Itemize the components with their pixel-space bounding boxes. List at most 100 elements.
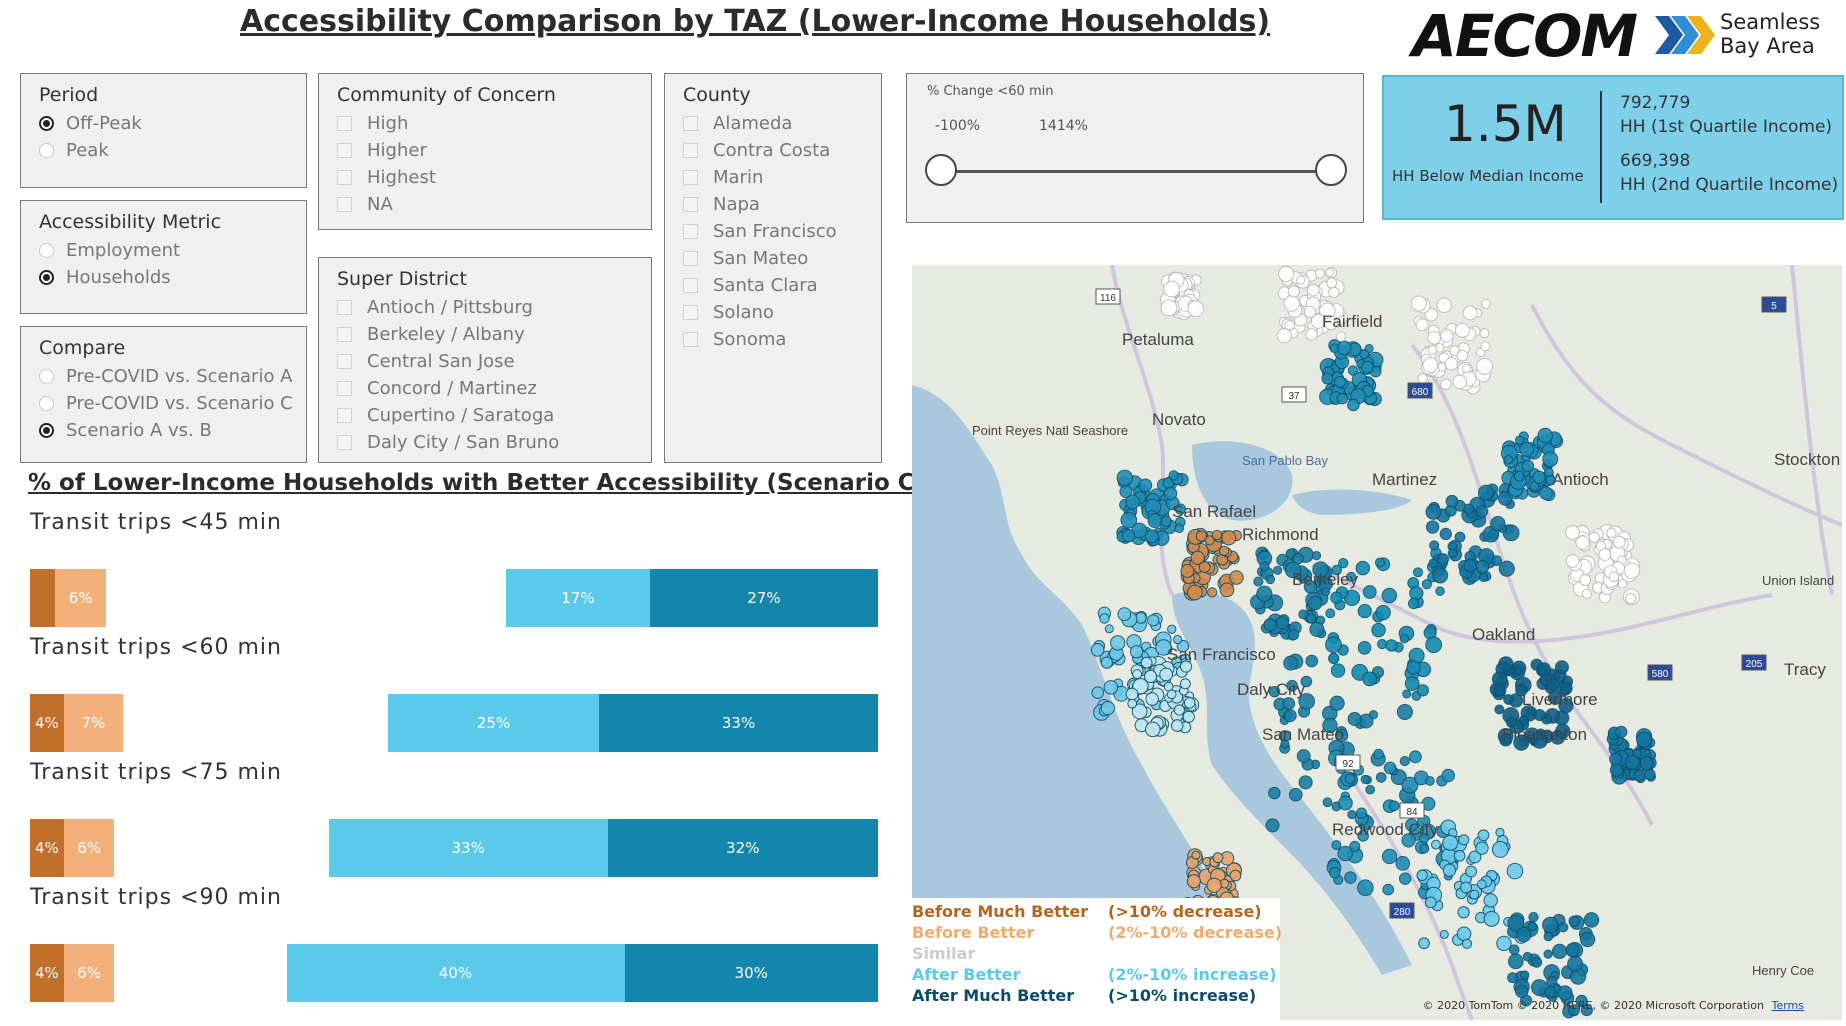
taz-point[interactable] xyxy=(1544,467,1554,478)
taz-point[interactable] xyxy=(1536,662,1552,677)
taz-point[interactable] xyxy=(1287,629,1300,641)
taz-point[interactable] xyxy=(1462,305,1478,321)
taz-point[interactable] xyxy=(1546,976,1558,988)
taz-point[interactable] xyxy=(1514,435,1525,445)
taz-point[interactable] xyxy=(1444,357,1459,371)
taz-point[interactable] xyxy=(1381,587,1398,604)
taz-point[interactable] xyxy=(1606,527,1617,539)
taz-point[interactable] xyxy=(1090,643,1105,657)
county-option-contra-costa[interactable]: Contra Costa xyxy=(665,137,881,164)
before-segment[interactable]: 6% xyxy=(63,944,115,1002)
taz-point[interactable] xyxy=(1506,717,1517,728)
taz-point[interactable] xyxy=(1469,889,1480,900)
taz-point[interactable] xyxy=(1547,690,1563,705)
taz-point[interactable] xyxy=(1173,634,1183,645)
taz-point[interactable] xyxy=(1191,850,1201,860)
taz-point[interactable] xyxy=(1421,579,1432,590)
community-option-high[interactable]: High xyxy=(319,110,651,137)
taz-point[interactable] xyxy=(1110,635,1126,651)
taz-point[interactable] xyxy=(1349,840,1361,852)
taz-point[interactable] xyxy=(1132,669,1143,680)
taz-point[interactable] xyxy=(1283,709,1297,723)
taz-point[interactable] xyxy=(1639,756,1654,771)
taz-point[interactable] xyxy=(1415,318,1429,332)
taz-point[interactable] xyxy=(1477,484,1494,501)
taz-point[interactable] xyxy=(1406,660,1421,675)
taz-point[interactable] xyxy=(1458,834,1470,846)
taz-point[interactable] xyxy=(1328,652,1340,664)
taz-point[interactable] xyxy=(1219,582,1235,598)
compare-option-precovid-a[interactable]: Pre-COVID vs. Scenario A xyxy=(21,363,306,390)
taz-point[interactable] xyxy=(1506,862,1524,880)
taz-point[interactable] xyxy=(1206,877,1222,893)
taz-point[interactable] xyxy=(1187,300,1205,318)
taz-point[interactable] xyxy=(1365,784,1375,795)
taz-point[interactable] xyxy=(1452,374,1467,390)
taz-point[interactable] xyxy=(1494,704,1505,715)
taz-point[interactable] xyxy=(1507,914,1525,932)
map-view[interactable]: Petaluma Fairfield Novato San Rafael Richmon… xyxy=(912,265,1842,1020)
taz-point[interactable] xyxy=(1330,663,1346,678)
taz-point[interactable] xyxy=(1329,866,1341,879)
taz-point[interactable] xyxy=(1439,328,1454,343)
taz-point[interactable] xyxy=(1382,883,1395,896)
taz-point[interactable] xyxy=(1375,604,1391,621)
taz-point[interactable] xyxy=(1359,349,1370,360)
taz-point[interactable] xyxy=(1306,283,1320,297)
taz-point[interactable] xyxy=(1491,555,1502,567)
taz-point[interactable] xyxy=(1163,280,1181,298)
taz-point[interactable] xyxy=(1283,655,1299,671)
taz-point[interactable] xyxy=(1284,319,1296,331)
taz-point[interactable] xyxy=(1399,755,1410,767)
taz-point[interactable] xyxy=(1554,660,1569,675)
taz-point[interactable] xyxy=(1212,852,1224,864)
before-much-segment[interactable]: 4% xyxy=(30,819,64,877)
taz-point[interactable] xyxy=(1289,787,1303,802)
taz-point[interactable] xyxy=(1422,357,1439,373)
taz-point[interactable] xyxy=(1425,503,1442,520)
taz-point[interactable] xyxy=(1543,931,1554,942)
taz-point[interactable] xyxy=(1355,807,1368,819)
taz-point[interactable] xyxy=(1334,376,1347,389)
taz-point[interactable] xyxy=(1432,567,1449,584)
after-much-segment[interactable]: 30% xyxy=(624,944,878,1002)
compare-option-a-vs-b[interactable]: Scenario A vs. B xyxy=(21,417,306,444)
after-much-segment[interactable]: 27% xyxy=(649,569,878,627)
taz-point[interactable] xyxy=(1362,585,1377,599)
taz-point[interactable] xyxy=(1330,591,1343,604)
taz-point[interactable] xyxy=(1461,363,1472,374)
taz-point[interactable] xyxy=(1256,585,1273,602)
taz-point[interactable] xyxy=(1190,550,1205,565)
taz-point[interactable] xyxy=(1309,621,1325,637)
taz-point[interactable] xyxy=(1155,639,1172,656)
before-segment[interactable]: 6% xyxy=(63,819,115,877)
taz-point[interactable] xyxy=(1321,372,1334,385)
taz-point[interactable] xyxy=(1565,525,1580,540)
taz-point[interactable] xyxy=(1528,912,1539,923)
taz-point[interactable] xyxy=(1398,872,1412,885)
taz-point[interactable] xyxy=(1477,829,1490,842)
taz-point[interactable] xyxy=(1460,881,1472,894)
taz-point[interactable] xyxy=(1173,704,1186,716)
taz-point[interactable] xyxy=(1583,912,1600,928)
taz-point[interactable] xyxy=(1103,680,1119,695)
taz-point[interactable] xyxy=(1311,550,1322,561)
taz-point[interactable] xyxy=(1405,818,1419,832)
taz-point[interactable] xyxy=(1263,618,1277,632)
map-canvas[interactable]: Petaluma Fairfield Novato San Rafael Richmon… xyxy=(912,265,1842,1020)
super-district-option[interactable]: Berkeley / Albany xyxy=(319,321,651,348)
taz-point[interactable] xyxy=(1456,349,1469,362)
taz-point[interactable] xyxy=(1544,986,1557,998)
after-segment[interactable]: 33% xyxy=(328,819,608,877)
taz-point[interactable] xyxy=(1623,562,1641,579)
taz-point[interactable] xyxy=(1140,656,1153,669)
taz-point[interactable] xyxy=(1383,761,1397,775)
taz-point[interactable] xyxy=(1424,307,1439,322)
taz-point[interactable] xyxy=(1286,679,1298,692)
taz-point[interactable] xyxy=(1499,733,1513,747)
taz-point[interactable] xyxy=(1575,535,1590,550)
taz-point[interactable] xyxy=(1461,938,1473,949)
taz-point[interactable] xyxy=(1527,921,1538,932)
taz-point[interactable] xyxy=(1399,634,1410,644)
taz-point[interactable] xyxy=(1117,607,1132,622)
